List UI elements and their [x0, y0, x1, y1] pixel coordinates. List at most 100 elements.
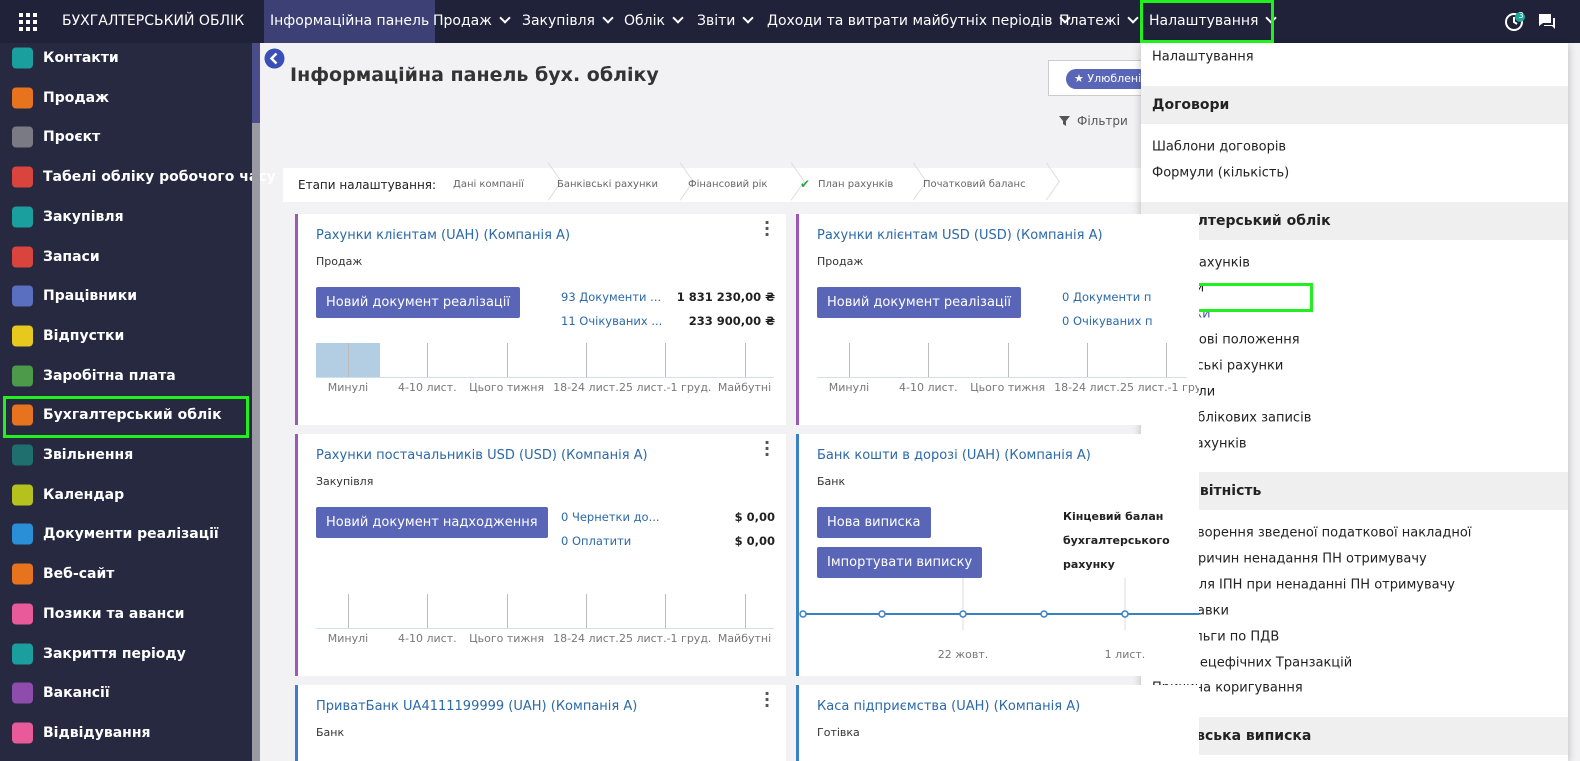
- sidebar: Контакти Продаж Проєкт Табелі обліку робочо…: [0, 43, 276, 761]
- setup-step[interactable]: Фінансовий рік: [688, 179, 768, 190]
- card-button[interactable]: Імпортувати виписку: [817, 547, 983, 578]
- dashboard-card: Рахунки клієнтам USD (USD) (Компанія A) П…: [796, 214, 1199, 425]
- chart-label: Цього тижня: [469, 381, 545, 394]
- sidebar-item[interactable]: Бухгалтерський облік: [43, 407, 222, 424]
- card-button[interactable]: Новий документ реалізації: [316, 287, 521, 318]
- chart-gridline: [506, 343, 508, 377]
- chart-gridline: [427, 343, 429, 377]
- card-amount: 1 831 230,00 ₴: [676, 290, 775, 304]
- card-subtitle: Готівка: [817, 726, 860, 739]
- card-title[interactable]: Банк кошти в дорозі (UAH) (Компанія A): [817, 448, 1091, 463]
- app-icon: [12, 682, 33, 704]
- page-title: Інформаційна панель бух. обліку: [290, 64, 659, 86]
- card-title[interactable]: Рахунки клієнтам USD (USD) (Компанія A): [817, 228, 1103, 243]
- filter-icon: [1059, 116, 1070, 126]
- chart-label: Минулі: [327, 381, 369, 394]
- card-button[interactable]: Новий документ надходження: [316, 507, 548, 538]
- app-icon: [12, 206, 33, 228]
- menu-option[interactable]: Код створення зведеної податкової наклад…: [1152, 525, 1472, 541]
- setup-bar: Етапи налаштування: Дані компанії Банківс…: [283, 162, 1163, 202]
- menu-label: Налаштування: [1149, 13, 1259, 29]
- sidebar-item[interactable]: Запаси: [43, 248, 100, 265]
- setup-step[interactable]: Початковий баланс: [923, 179, 1026, 190]
- menu-item[interactable]: Доходи та витрати майбутніх періодів: [767, 0, 1072, 43]
- sidebar-item[interactable]: Календар: [43, 486, 125, 503]
- sidebar-item[interactable]: Відпустки: [43, 327, 125, 344]
- sidebar-item[interactable]: Відвідування: [43, 724, 151, 741]
- chart-gridline: [744, 594, 746, 628]
- menu-option[interactable]: Формули (кількість): [1152, 165, 1290, 181]
- chart-label: 22 жовт.: [937, 648, 989, 661]
- card-link[interactable]: 0 Документи п: [1062, 290, 1152, 304]
- menu-item[interactable]: Продаж: [433, 0, 511, 43]
- menu-item[interactable]: Звіти: [697, 0, 755, 43]
- sidebar-item[interactable]: Звільнення: [43, 447, 134, 463]
- menu-option[interactable]: Налаштування: [1152, 49, 1254, 65]
- card-link[interactable]: 0 Чернетки до...: [561, 510, 660, 524]
- back-button[interactable]: [264, 48, 285, 69]
- sidebar-item[interactable]: Закриття періоду: [43, 645, 186, 662]
- kebab-menu[interactable]: · · ·: [764, 685, 771, 715]
- activity-icon[interactable]: [1504, 11, 1526, 33]
- step-separator: [1033, 162, 1060, 201]
- menu-option[interactable]: Код Спецефічних Транзакцій: [1152, 655, 1353, 671]
- menu-option[interactable]: Типи причин ненадання ПН отримувачу: [1152, 551, 1427, 567]
- sidebar-item[interactable]: Продаж: [43, 89, 110, 106]
- sidebar-item[interactable]: Веб-сайт: [43, 566, 115, 583]
- setup-step[interactable]: Дані компанії: [453, 179, 524, 190]
- sidebar-item[interactable]: Вакансії: [43, 685, 110, 702]
- sidebar-item[interactable]: Контакти: [43, 50, 119, 66]
- favorites-facet[interactable]: ★ Улюблені: [1066, 69, 1150, 89]
- highlight-box: [1140, 0, 1274, 43]
- card-title[interactable]: Каса підприємства (UAH) (Компанія A): [817, 699, 1081, 714]
- app-icon: [12, 722, 33, 744]
- sidebar-item[interactable]: Закупівля: [43, 208, 124, 225]
- card-link[interactable]: 0 Очікуваних п: [1062, 314, 1153, 328]
- card-link[interactable]: 93 Документи ...: [561, 290, 662, 304]
- line-chart: [799, 578, 1199, 630]
- section-header: ПДВ звітність: [1141, 472, 1568, 511]
- chart-gridline: [348, 343, 349, 377]
- kebab-menu[interactable]: · · ·: [764, 434, 771, 464]
- card-link[interactable]: 0 Оплатити: [561, 534, 632, 548]
- card-button[interactable]: Новий документ реалізації: [817, 287, 1022, 318]
- sidebar-item[interactable]: Позики та аванси: [43, 605, 185, 622]
- chart-gridline: [1007, 343, 1009, 377]
- card-button[interactable]: Нова виписка: [817, 507, 931, 538]
- setup-step[interactable]: Банківські рахунки: [557, 179, 659, 190]
- menu-item[interactable]: Закупівля: [522, 0, 614, 43]
- chart-gridline: [585, 343, 587, 377]
- messages-icon[interactable]: [1538, 13, 1556, 31]
- card-title[interactable]: Рахунки клієнтам (UAH) (Компанія A): [316, 228, 571, 243]
- card-link[interactable]: 11 Очікуваних ...: [561, 314, 663, 328]
- scrollbar: [252, 43, 260, 761]
- filters-button[interactable]: Фільтри: [1077, 114, 1128, 128]
- apps-icon[interactable]: [19, 13, 37, 31]
- menu-item[interactable]: Платежі: [1059, 0, 1139, 43]
- menu-option[interactable]: Шаблони договорів: [1152, 139, 1287, 155]
- chart-label: 18-24 лист.: [1054, 381, 1120, 394]
- search-box[interactable]: ★ Улюблені: [1048, 60, 1150, 96]
- menu-item[interactable]: Облік: [624, 0, 684, 43]
- card-title[interactable]: ПриватБанк UA4111199999 (UAH) (Компанія …: [316, 699, 638, 714]
- setup-step[interactable]: План рахунків: [818, 179, 894, 190]
- menu-label: Звіти: [697, 13, 736, 29]
- sidebar-item[interactable]: Заробітна плата: [43, 367, 176, 384]
- app-icon: [12, 166, 33, 188]
- app-icon: [12, 87, 33, 109]
- menu-option[interactable]: Код поля ІПН при ненаданні ПН отримувачу: [1152, 577, 1455, 593]
- sidebar-item[interactable]: Документи реалізації: [43, 526, 219, 543]
- badge: 3: [1518, 11, 1524, 20]
- kebab-menu[interactable]: · · ·: [764, 214, 771, 244]
- sidebar-item[interactable]: Проєкт: [43, 129, 101, 146]
- menu-item[interactable]: Налаштування: [1149, 0, 1278, 43]
- chart-gridline: [348, 594, 349, 628]
- menu-item[interactable]: Інформаційна панель: [264, 0, 436, 43]
- sidebar-item[interactable]: Працівники: [43, 288, 138, 305]
- card-subtitle: Продаж: [316, 255, 363, 268]
- dashboard-card: Банк кошти в дорозі (UAH) (Компанія A) Ба…: [796, 434, 1199, 676]
- card-amount: 233 900,00 ₴: [688, 314, 775, 328]
- chart-gridline: [744, 343, 746, 377]
- card-title[interactable]: Рахунки постачальників USD (USD) (Компан…: [316, 448, 648, 463]
- sidebar-item[interactable]: Табелі обліку робочого часу: [43, 169, 276, 186]
